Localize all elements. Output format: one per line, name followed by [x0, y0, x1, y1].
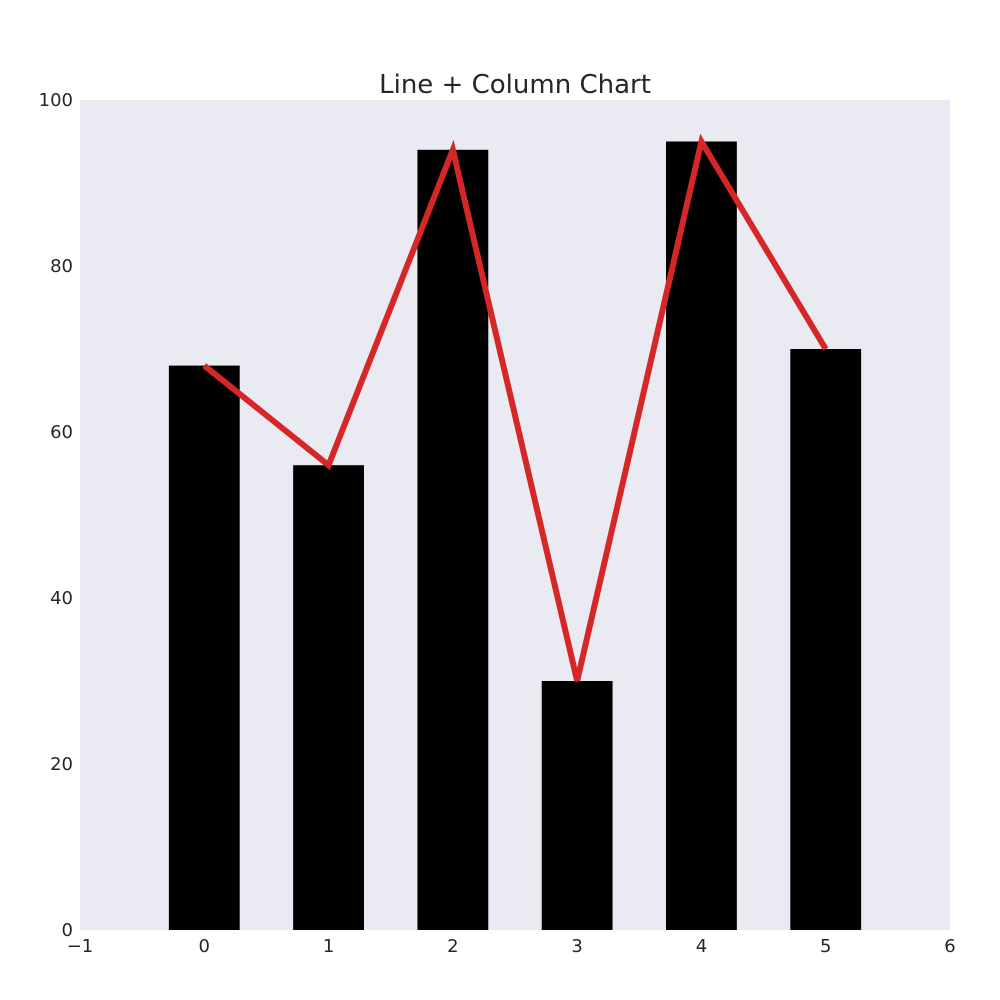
- y-tick-label: 0: [62, 920, 73, 941]
- x-tick-label: 5: [820, 936, 831, 957]
- y-tick-label: 20: [50, 754, 73, 775]
- line-point-1: [328, 464, 330, 466]
- line-point-0: [203, 365, 205, 367]
- line-point-4: [700, 141, 702, 142]
- x-tick-label: 2: [447, 936, 458, 957]
- line-layer: [202, 133, 829, 682]
- x-tick-label: −1: [67, 936, 94, 957]
- y-tick-label: 40: [50, 588, 73, 609]
- bar-3: [541, 681, 613, 930]
- x-tick-label: 4: [696, 936, 707, 957]
- line-series: [202, 133, 829, 682]
- bar-2: [417, 149, 489, 931]
- line-point-5: [825, 348, 827, 350]
- bar-0: [168, 365, 240, 931]
- line-point-3: [576, 680, 578, 682]
- x-tick-label: 1: [323, 936, 334, 957]
- bar-1: [293, 465, 364, 930]
- y-tick-label: 100: [39, 90, 73, 111]
- bars-layer: [168, 141, 862, 931]
- y-tick-label: 60: [50, 422, 73, 443]
- line-point-2: [452, 149, 454, 151]
- bar-4: [666, 141, 737, 930]
- x-axis-tick-labels: −1 0 1 2 3 4 5 6: [67, 936, 956, 957]
- bar-5: [790, 349, 862, 930]
- chart-title: Line + Column Chart: [379, 70, 651, 100]
- y-axis-tick-labels: 0 20 40 60 80 100: [39, 90, 73, 941]
- x-tick-label: 0: [199, 936, 210, 957]
- y-tick-label: 80: [50, 256, 73, 277]
- x-tick-label: 6: [944, 936, 955, 957]
- x-tick-label: 3: [571, 936, 582, 957]
